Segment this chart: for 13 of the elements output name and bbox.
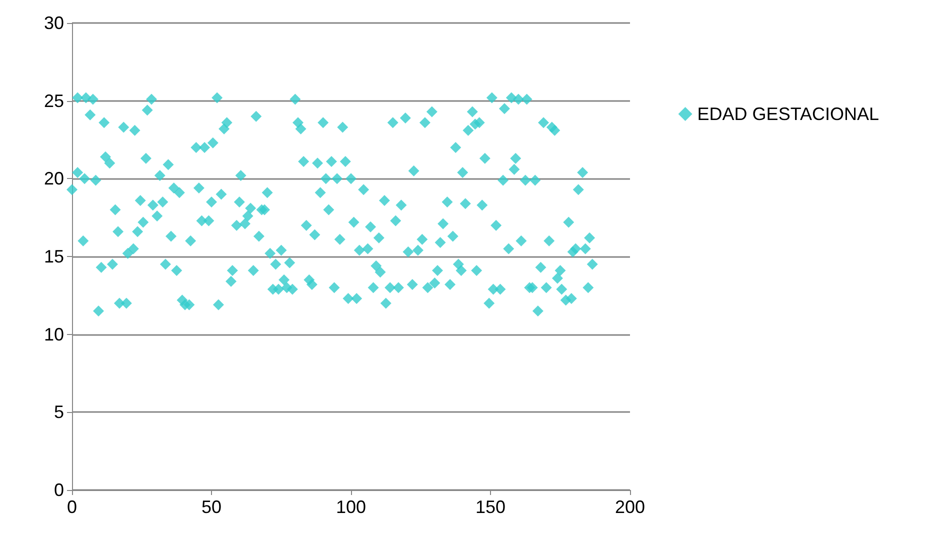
x-tick-label: 100 — [336, 497, 366, 517]
x-tick-label: 200 — [614, 497, 646, 517]
x-tick-label: 150 — [475, 497, 506, 517]
legend-label: EDAD GESTACIONAL — [697, 104, 880, 124]
y-tick-label: 0 — [54, 480, 64, 500]
y-tick-label: 10 — [44, 324, 64, 344]
y-tick-label: 20 — [44, 168, 64, 189]
x-tick-label: 0 — [66, 497, 78, 517]
y-tick-label: 30 — [44, 13, 64, 33]
y-tick-label: 5 — [54, 402, 64, 422]
x-tick-label: 50 — [201, 497, 222, 517]
y-tick-label: 25 — [44, 90, 64, 111]
y-tick-label: 15 — [44, 246, 64, 266]
